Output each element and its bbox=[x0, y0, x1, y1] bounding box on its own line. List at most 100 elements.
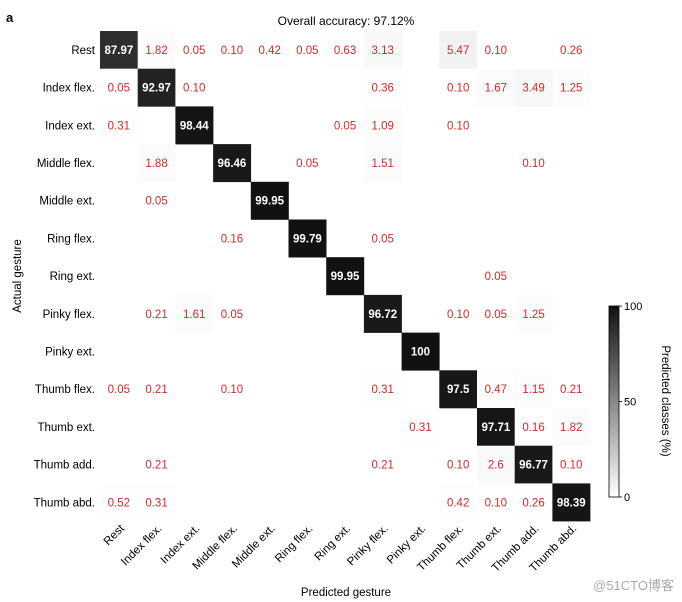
matrix-cell bbox=[175, 31, 214, 69]
cell-value-label: 98.44 bbox=[180, 120, 209, 132]
colorbar: 0 50 100 Predicted classes (%) bbox=[608, 301, 671, 504]
matrix-cell bbox=[250, 181, 289, 220]
cell-value-label: 0.21 bbox=[145, 309, 167, 321]
matrix-cell bbox=[477, 370, 515, 409]
matrix-cell bbox=[137, 445, 176, 484]
matrix-cell bbox=[363, 31, 402, 69]
colorbar-label: Predicted classes (%) bbox=[659, 345, 671, 456]
matrix-cell bbox=[288, 219, 327, 258]
cell-value-label: 97.5 bbox=[447, 384, 470, 396]
panel-label: a bbox=[6, 10, 14, 25]
matrix-cell bbox=[477, 31, 515, 69]
cell-value-label: 1.25 bbox=[560, 83, 582, 95]
matrix-cell bbox=[250, 31, 289, 69]
row-tick-label: Thumb flex. bbox=[35, 384, 95, 396]
cell-value-label: 0.10 bbox=[447, 460, 469, 472]
matrix-cell bbox=[477, 445, 515, 484]
cell-value-label: 1.61 bbox=[183, 309, 205, 321]
colorbar-tick-label: 100 bbox=[624, 301, 642, 313]
row-tick-label: Middle ext. bbox=[39, 196, 95, 208]
cell-value-label: 0.05 bbox=[296, 45, 318, 57]
matrix-cell bbox=[175, 294, 214, 333]
row-tick-label: Index ext. bbox=[45, 120, 95, 132]
cell-value-label: 99.95 bbox=[331, 271, 360, 283]
matrix-cell bbox=[137, 68, 176, 107]
colorbar-tick-label: 50 bbox=[624, 397, 636, 409]
cell-value-label: 0.05 bbox=[296, 158, 318, 170]
cell-value-label: 0.31 bbox=[372, 384, 394, 396]
cell-value-label: 0.31 bbox=[145, 497, 167, 509]
matrix-cell bbox=[439, 294, 478, 333]
matrix-cell bbox=[363, 445, 402, 484]
matrix-cell bbox=[363, 68, 402, 107]
cell-value-label: 0.42 bbox=[258, 45, 280, 57]
matrix-cell bbox=[477, 68, 515, 107]
cell-value-label: 0.21 bbox=[560, 384, 582, 396]
matrix-cell bbox=[552, 408, 591, 446]
matrix-cell bbox=[477, 408, 515, 446]
cell-value-label: 1.25 bbox=[522, 309, 544, 321]
cell-value-label: 3.13 bbox=[372, 45, 394, 57]
matrix-cell bbox=[514, 483, 553, 522]
matrix-cell bbox=[514, 445, 553, 484]
matrix-cell bbox=[175, 106, 214, 145]
cell-value-label: 0.10 bbox=[447, 309, 469, 321]
cell-value-label: 0.10 bbox=[447, 120, 469, 132]
row-tick-label: Ring flex. bbox=[47, 233, 95, 245]
cell-value-label: 0.26 bbox=[522, 497, 544, 509]
matrix-cell bbox=[477, 483, 515, 522]
cell-value-label: 96.77 bbox=[519, 460, 548, 472]
cell-value-label: 0.10 bbox=[447, 83, 469, 95]
matrix-cell bbox=[288, 144, 327, 183]
matrix-cell bbox=[137, 370, 176, 409]
matrix-cell bbox=[175, 68, 214, 107]
cell-value-label: 0.05 bbox=[485, 309, 507, 321]
cell-value-label: 0.10 bbox=[485, 497, 507, 509]
cell-value-label: 0.42 bbox=[447, 497, 469, 509]
matrix-cell bbox=[100, 483, 138, 522]
matrix-cell bbox=[552, 68, 591, 107]
cell-value-label: 98.39 bbox=[557, 497, 586, 509]
cell-value-label: 96.46 bbox=[218, 158, 247, 170]
cell-value-label: 0.31 bbox=[108, 120, 130, 132]
matrix-cell bbox=[288, 31, 327, 69]
cell-value-label: 0.21 bbox=[145, 460, 167, 472]
cell-value-label: 0.05 bbox=[108, 384, 130, 396]
matrix-cell bbox=[552, 445, 591, 484]
matrix-cell bbox=[100, 31, 138, 69]
cell-value-label: 0.10 bbox=[560, 460, 582, 472]
matrix-cell bbox=[213, 294, 252, 333]
matrix-cell bbox=[514, 144, 553, 183]
chart-title: Overall accuracy: 97.12% bbox=[278, 14, 415, 28]
cell-value-label: 1.82 bbox=[145, 45, 167, 57]
colorbar-ticks: 0 50 100 bbox=[619, 301, 642, 504]
matrix-cell bbox=[552, 483, 591, 522]
column-tick-label: Ring flex. bbox=[273, 523, 315, 565]
y-axis-label: Actual gesture bbox=[12, 239, 24, 313]
matrix-cell bbox=[439, 483, 478, 522]
row-tick-label: Pinky ext. bbox=[45, 346, 95, 358]
cell-value-label: 0.10 bbox=[183, 83, 205, 95]
matrix-cell bbox=[137, 181, 176, 220]
matrix-cell bbox=[213, 370, 252, 409]
cell-value-label: 92.97 bbox=[142, 83, 171, 95]
matrix-cell bbox=[552, 370, 591, 409]
row-tick-label: Thumb add. bbox=[34, 460, 95, 472]
matrix-cell bbox=[514, 294, 553, 333]
matrix-cell bbox=[213, 144, 252, 183]
matrix-cell bbox=[439, 68, 478, 107]
cell-value-label: 99.95 bbox=[255, 196, 284, 208]
colorbar-tick-label: 0 bbox=[624, 492, 630, 504]
cell-value-label: 0.10 bbox=[485, 45, 507, 57]
matrix-cell bbox=[514, 370, 553, 409]
column-tick-label: Rest bbox=[102, 522, 128, 548]
matrix-cell bbox=[100, 370, 138, 409]
row-tick-label: Pinky flex. bbox=[43, 309, 95, 321]
cell-value-label: 0.31 bbox=[409, 422, 431, 434]
cell-value-label: 0.05 bbox=[372, 233, 394, 245]
matrix-cells: 87.97 1.82 0.05 0.10 0.42 0.05 0.63 3.13 5.47 0.1… bbox=[100, 31, 591, 522]
cell-value-label: 0.52 bbox=[108, 497, 130, 509]
row-labels: Rest Index flex. Index ext. Middle flex. Mid… bbox=[34, 45, 96, 509]
matrix-cell bbox=[514, 68, 553, 107]
